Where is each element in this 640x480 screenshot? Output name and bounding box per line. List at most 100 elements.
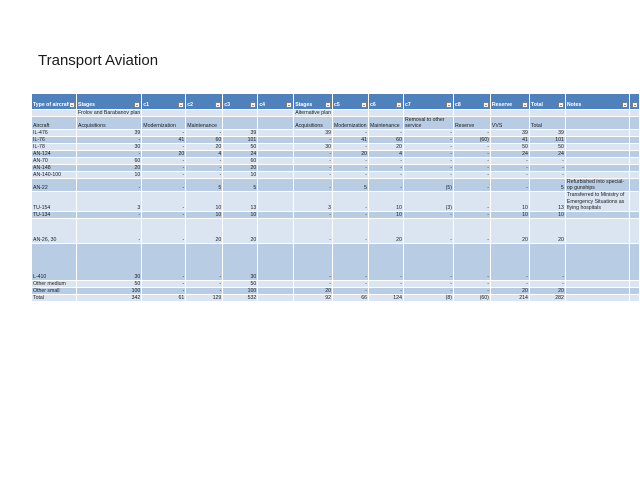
- table-row: AN-26, 30- -20 20- -20- -20 20: [31, 218, 640, 245]
- table-cell: -: [331, 280, 369, 289]
- table-cell: 39: [293, 129, 333, 137]
- filter-dropdown-icon[interactable]: [395, 102, 402, 108]
- table-cell: 50: [222, 143, 259, 151]
- table-cell: -: [293, 280, 333, 289]
- table-cell: -: [402, 211, 454, 220]
- table-cell: 39: [222, 129, 259, 137]
- table-cell: [367, 109, 404, 117]
- table-cell: 100: [222, 287, 259, 296]
- table-cell: (5): [402, 177, 454, 193]
- column-header: c8: [452, 93, 491, 110]
- filter-dropdown-icon[interactable]: [215, 102, 222, 108]
- table-cell: -: [141, 218, 187, 245]
- filter-dropdown-icon[interactable]: [324, 102, 331, 108]
- table-cell: [452, 109, 491, 117]
- table-cell: [628, 191, 640, 213]
- table-cell: 50: [528, 143, 566, 151]
- table-cell: -: [489, 243, 530, 282]
- table-cell: 20: [185, 143, 224, 151]
- table-cell: 30: [75, 143, 143, 151]
- table-cell: [564, 116, 630, 130]
- table-row: Other small 100- -100 20- - - -20 20: [31, 287, 640, 296]
- table-cell: 24: [489, 150, 530, 158]
- table-cell: [528, 109, 566, 117]
- table-cell: Total: [31, 294, 77, 303]
- table-cell: -: [402, 243, 454, 282]
- table-cell: -: [367, 171, 404, 179]
- column-header: c1: [141, 93, 187, 110]
- filter-dropdown-icon[interactable]: [621, 102, 628, 108]
- table-row: IL-476 39- -39 39- - - -39 39: [31, 129, 640, 137]
- filter-dropdown-icon[interactable]: [134, 102, 141, 108]
- table-cell: -: [141, 177, 187, 193]
- table-cell: 282: [528, 294, 566, 303]
- filter-dropdown-icon[interactable]: [68, 102, 75, 108]
- table-cell: 532: [222, 294, 259, 303]
- column-header-label: Type of aircraft: [33, 102, 71, 109]
- table-cell: [564, 109, 630, 117]
- table-cell: -: [452, 164, 491, 172]
- table-row: AN-124-20 4 24-20 4- -24 24: [31, 150, 640, 158]
- table-cell: -: [452, 171, 491, 179]
- table-row: AN-22- -5 5-5- (5) - -5 Refurbished into speci…: [31, 177, 640, 193]
- table-cell: [564, 157, 630, 165]
- table-cell: -: [528, 243, 566, 282]
- table-cell: 13: [528, 191, 566, 213]
- filter-dropdown-icon[interactable]: [250, 102, 257, 108]
- table-cell: -: [141, 143, 187, 151]
- table-cell: -: [293, 164, 333, 172]
- table-cell: 66: [331, 294, 369, 303]
- table-cell: 20: [528, 218, 566, 245]
- filter-dropdown-icon[interactable]: [178, 102, 185, 108]
- table-cell: -: [402, 287, 454, 296]
- table-cell: [564, 294, 630, 303]
- table-cell: 50: [222, 280, 259, 289]
- column-header: c7: [402, 93, 454, 110]
- table-cell: AN-22: [31, 177, 77, 193]
- table-cell: [257, 280, 295, 289]
- table-cell: [628, 164, 640, 172]
- table-cell: L-410: [31, 243, 77, 282]
- table-cell: Refurbished into special-op gunships: [564, 177, 630, 193]
- table-cell: -: [402, 157, 454, 165]
- table-cell: 24: [222, 150, 259, 158]
- table-cell: [564, 280, 630, 289]
- filter-dropdown-icon[interactable]: [360, 102, 367, 108]
- table-row: Total 342 61 129 532 92 66 124 (8) (60) 214 282: [31, 294, 640, 303]
- table-cell: 50: [75, 280, 143, 289]
- table-cell: 24: [528, 150, 566, 158]
- filter-dropdown-icon[interactable]: [286, 102, 293, 108]
- table-cell: -: [293, 218, 333, 245]
- table-cell: [628, 243, 640, 282]
- table-cell: [628, 116, 640, 130]
- table-cell: Maintenance: [185, 116, 224, 130]
- table-cell: 5: [185, 177, 224, 193]
- table-cell: [257, 218, 295, 245]
- column-header: c6: [367, 93, 404, 110]
- table-cell: Other medium: [31, 280, 77, 289]
- table-cell: 60: [367, 136, 404, 144]
- table-cell: -: [402, 218, 454, 245]
- filter-dropdown-icon[interactable]: [521, 102, 528, 108]
- table-cell: 20: [222, 218, 259, 245]
- column-header-label: c1: [143, 102, 150, 109]
- table-row: AN-70 60- -60- - - - - - -: [31, 157, 640, 165]
- filter-dropdown-icon[interactable]: [632, 102, 638, 108]
- table-row: AN-140-100 10- -10- - - - - - -: [31, 171, 640, 179]
- table-cell: -: [402, 280, 454, 289]
- table-cell: 30: [75, 243, 143, 282]
- column-header: [628, 93, 640, 110]
- table-cell: 10: [367, 191, 404, 213]
- column-header-label: c8: [454, 102, 461, 109]
- table-cell: 5: [528, 177, 566, 193]
- filter-dropdown-icon[interactable]: [445, 102, 452, 108]
- table-cell: 39: [489, 129, 530, 137]
- filter-dropdown-icon[interactable]: [482, 102, 489, 108]
- column-header-label: c7: [404, 102, 411, 109]
- column-header-label: Total: [530, 102, 543, 109]
- table-cell: [564, 164, 630, 172]
- table-cell: 214: [489, 294, 530, 303]
- table-cell: -: [452, 243, 491, 282]
- table-cell: Maintenance: [367, 116, 404, 130]
- filter-dropdown-icon[interactable]: [557, 102, 564, 108]
